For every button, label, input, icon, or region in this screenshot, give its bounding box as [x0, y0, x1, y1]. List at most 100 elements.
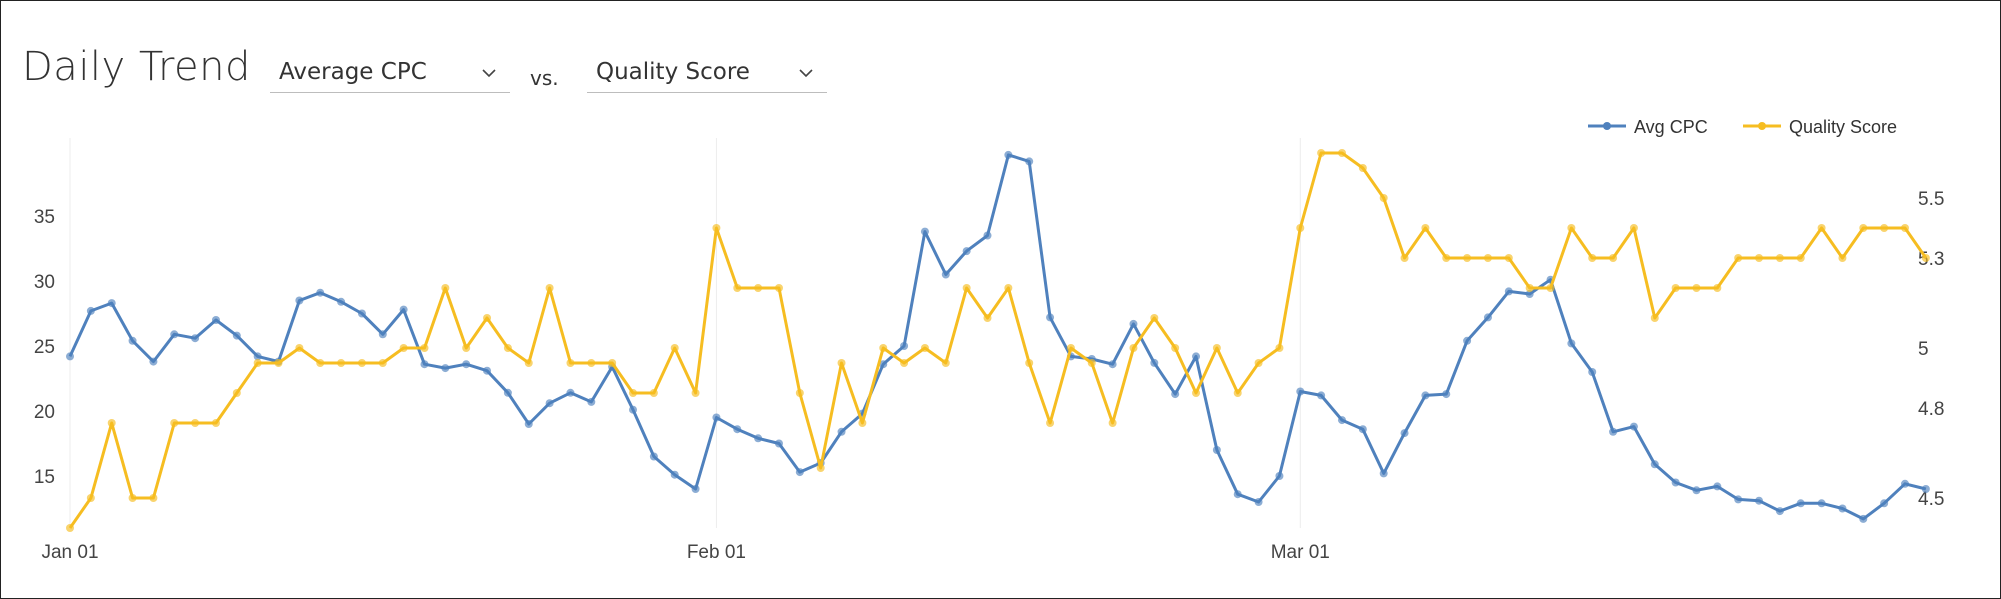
avg-cpc-point	[733, 425, 742, 434]
quality-score-point	[941, 359, 950, 367]
avg-cpc-point	[566, 388, 575, 397]
quality-score-legend-label: Quality Score	[1789, 117, 1897, 137]
quality-score-point	[1129, 344, 1138, 352]
quality-score-point	[1150, 314, 1159, 322]
avg-cpc-line	[68, 153, 1927, 521]
quality-score-point	[816, 464, 825, 472]
quality-score-point	[420, 344, 429, 352]
avg-cpc-point	[795, 468, 804, 477]
avg-cpc-point	[1212, 446, 1221, 454]
avg-cpc-point	[524, 420, 533, 428]
y-left-tick-label: 20	[34, 402, 55, 423]
quality-score-point	[629, 389, 638, 397]
quality-score-point	[1192, 389, 1201, 397]
avg-cpc-point	[86, 306, 95, 315]
avg-cpc-point	[900, 342, 909, 350]
avg-cpc-point	[1504, 287, 1513, 296]
avg-cpc-point	[107, 299, 116, 308]
metric-1-select[interactable]: Average CPC	[270, 54, 510, 93]
avg-cpc-point	[920, 227, 929, 236]
quality-score-point	[295, 344, 304, 352]
avg-cpc-point	[1629, 422, 1638, 431]
avg-cpc-point	[295, 296, 304, 305]
avg-cpc-point	[170, 330, 179, 339]
quality-score-point	[503, 344, 512, 352]
y-left-tick-label: 35	[34, 207, 55, 228]
y-right-tick-label: 5	[1918, 339, 1929, 360]
avg-cpc-point	[1838, 504, 1847, 513]
quality-score-point	[900, 359, 909, 367]
avg-cpc-point	[545, 399, 554, 408]
quality-score-point	[1463, 254, 1472, 262]
avg-cpc-point	[378, 330, 387, 339]
avg-cpc-point	[337, 297, 346, 306]
avg-cpc-point	[1337, 416, 1346, 425]
quality-score-point	[1775, 254, 1784, 262]
avg-cpc-point	[483, 366, 492, 375]
avg-cpc-point	[1358, 425, 1367, 434]
quality-score-point	[1880, 224, 1889, 232]
avg-cpc-point	[1379, 469, 1388, 478]
quality-score-point	[670, 344, 679, 352]
quality-score-point	[774, 284, 783, 292]
quality-score-point	[1483, 254, 1492, 262]
avg-cpc-point	[1400, 429, 1409, 438]
quality-score-point	[1901, 224, 1909, 232]
x-tick-label: Mar 01	[1271, 542, 1330, 563]
quality-score-point	[1275, 344, 1284, 352]
avg-cpc-point	[879, 360, 888, 369]
vs-label: vs.	[530, 66, 559, 90]
avg-cpc-point	[1442, 390, 1451, 399]
avg-cpc-point	[1150, 358, 1159, 367]
avg-cpc-point	[1775, 507, 1784, 516]
avg-cpc-point	[149, 357, 158, 366]
quality-score-point	[1567, 224, 1576, 232]
y-left-tick-label: 30	[34, 272, 55, 293]
quality-score-point	[1609, 254, 1618, 262]
avg-cpc-point	[1275, 472, 1284, 480]
quality-score-point	[1859, 224, 1868, 232]
quality-score-point	[1025, 359, 1034, 367]
quality-score-line	[68, 151, 1928, 529]
avg-cpc-point	[462, 360, 471, 369]
quality-score-point	[316, 359, 325, 367]
quality-score-point	[1713, 284, 1722, 292]
quality-score-point	[1692, 284, 1701, 292]
quality-score-point	[524, 359, 533, 367]
quality-score-point	[1734, 254, 1743, 262]
quality-score-point	[1442, 254, 1451, 262]
quality-score-point	[128, 494, 137, 502]
quality-score-point	[920, 344, 929, 352]
metric-2-select[interactable]: Quality Score	[587, 54, 827, 93]
quality-score-point	[1921, 254, 1930, 262]
quality-score-point	[1296, 224, 1305, 232]
quality-score-point	[1671, 284, 1680, 292]
avg-cpc-point	[1192, 352, 1201, 361]
quality-score-point	[170, 419, 179, 427]
quality-score-point	[357, 359, 366, 367]
avg-cpc-point	[1171, 390, 1180, 399]
quality-score-point	[1796, 254, 1805, 262]
y-left-tick-label: 15	[34, 467, 55, 488]
avg-cpc-point	[357, 309, 366, 318]
avg-cpc-point	[1254, 498, 1263, 506]
avg-cpc-point	[1108, 360, 1117, 369]
avg-cpc-point	[1609, 427, 1618, 436]
chevron-down-icon	[799, 69, 813, 78]
avg-cpc-point	[941, 270, 950, 279]
quality-score-legend-marker	[1758, 122, 1766, 130]
avg-cpc-point	[316, 288, 325, 297]
quality-score-point	[545, 284, 554, 292]
avg-cpc-point	[1692, 486, 1701, 495]
avg-cpc-point	[211, 316, 220, 324]
quality-score-point	[754, 284, 763, 292]
quality-score-point	[962, 284, 971, 292]
quality-score-point	[1066, 344, 1075, 352]
x-tick-label: Feb 01	[687, 542, 746, 563]
quality-score-point	[1254, 359, 1263, 367]
quality-score-point	[983, 314, 992, 322]
quality-score-point	[399, 344, 408, 352]
quality-score-point	[608, 359, 617, 367]
quality-score-point	[86, 494, 95, 502]
quality-score-point	[712, 224, 721, 232]
